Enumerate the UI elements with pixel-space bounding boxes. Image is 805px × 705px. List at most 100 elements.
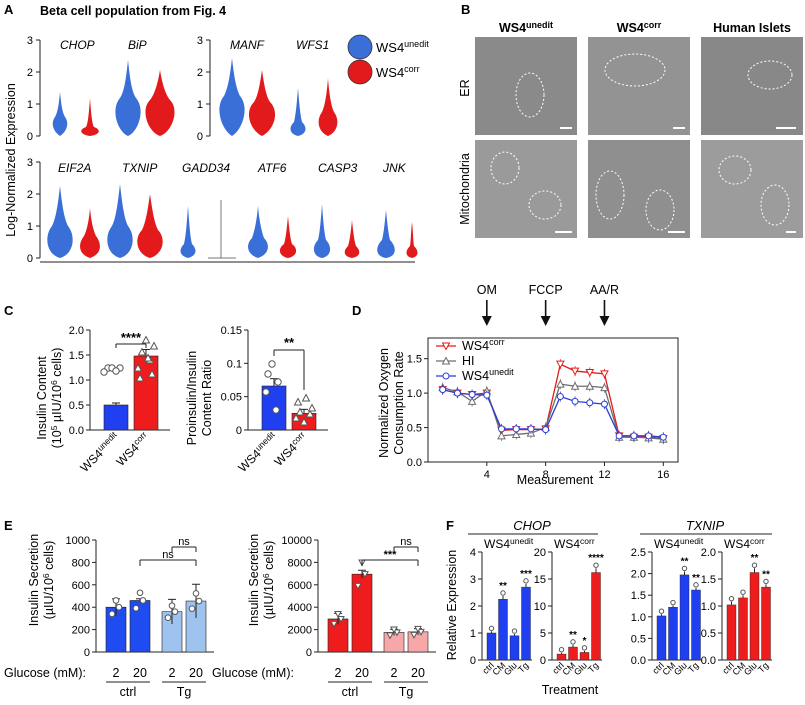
f-sub-3-pt-1 xyxy=(740,589,746,595)
c-left-pt-u-4 xyxy=(100,368,108,376)
d-pt-2-11 xyxy=(600,400,608,408)
f-sub-2-ytick-3: 1.5 xyxy=(631,590,646,602)
a-r1r-ytick-2: 2 xyxy=(197,67,203,79)
e-right-ytick-4: 8000 xyxy=(288,557,312,569)
d-pt-2-8 xyxy=(556,393,564,401)
c-left-pt-c-0 xyxy=(133,363,143,372)
panel-letter-e: E xyxy=(4,518,13,533)
d-xtick-0: 4 xyxy=(484,469,490,481)
d-pt-2-13 xyxy=(630,432,638,440)
f-sub-0-ytick-4: 4 xyxy=(470,547,476,559)
e-left-pt-3-1 xyxy=(195,597,203,605)
e-right-pt-1-0 xyxy=(354,582,362,590)
e-left-pt-2-2 xyxy=(168,602,176,609)
violin-bip-unedit xyxy=(115,60,141,136)
c-left-significance: **** xyxy=(121,330,142,345)
f-sub-0-bar-1 xyxy=(498,599,508,661)
f-sub-1-sig-3: **** xyxy=(588,553,604,564)
c-right-pt-c-0 xyxy=(293,397,303,406)
d-pt-0-8 xyxy=(556,360,565,369)
f-sub-0-pt-1 xyxy=(500,590,506,596)
c-right-ylabel-1: Proinsulin/Insulin xyxy=(185,351,199,446)
c-right-pt-u-2 xyxy=(274,378,282,386)
f-sub-1-ytick-1: 5 xyxy=(540,628,546,640)
panel-letter-b: B xyxy=(461,2,470,17)
d-pt-1-10 xyxy=(585,381,595,390)
em-image-islets-mito xyxy=(701,140,803,238)
f-sub-3-bar-0 xyxy=(726,604,737,661)
f-sub-3-bar-3 xyxy=(761,586,771,661)
d-line-0 xyxy=(442,363,664,440)
f-sub-0-pt-0 xyxy=(488,625,495,632)
f-sub-2-bar-3 xyxy=(691,589,701,661)
f-sub-3-ytick-3: 1.5 xyxy=(701,574,716,586)
d-pt-2-1 xyxy=(453,389,461,397)
c-left-pt-c-5 xyxy=(135,373,145,382)
d-pt-2-2 xyxy=(468,390,476,398)
f-sub-2-title: WS4unedit xyxy=(654,536,704,551)
e-right-ytick-5: 10000 xyxy=(281,535,312,547)
f-sub-2-pt-1 xyxy=(670,599,676,606)
d-pt-1-4 xyxy=(497,431,506,440)
e-left-ytick-5: 1000 xyxy=(66,535,90,547)
e-left-glucose-label: Glucose (mM): xyxy=(4,666,86,680)
e-right-bar-1 xyxy=(351,573,373,653)
legend-corr-swatch xyxy=(347,59,373,85)
violin-eif2a-corr xyxy=(80,208,100,258)
f-sub-1-bar-0 xyxy=(556,653,567,661)
e-right-pt-0-0 xyxy=(330,620,338,628)
e-right-dose-0: 2 xyxy=(335,666,342,680)
f-sub-3-pt-0 xyxy=(728,595,735,602)
f-sub-3-ytick-4: 2.0 xyxy=(701,547,716,559)
f-sub-1-pt-3 xyxy=(593,562,599,568)
c-left-ytick-3: 1.5 xyxy=(69,350,84,362)
c-right-pt-c-1 xyxy=(301,393,311,402)
em-image-ws4unedit-er xyxy=(475,37,577,135)
gene-label-chop: CHOP xyxy=(60,38,95,52)
violin-wfs1-unedit xyxy=(290,88,306,136)
violin-manf-corr xyxy=(248,70,276,136)
c-right-pt-u-4 xyxy=(272,406,280,414)
d-arrow-head-2 xyxy=(599,316,610,326)
d-legend-label-0: WS4corr xyxy=(462,337,505,353)
f-sub-2-ytick-0: 0.0 xyxy=(631,655,646,667)
e-left-pt-2-0 xyxy=(164,614,172,622)
f-sub-2-sig-3: ** xyxy=(692,573,700,584)
d-pt-2-3 xyxy=(483,391,491,399)
d-line-1 xyxy=(442,383,664,440)
a-r2-ytick-2: 2 xyxy=(27,189,33,201)
f-sub-3-bar-1 xyxy=(738,597,748,661)
d-ylabel-1: Normalized Oxygen xyxy=(377,348,391,458)
f-sub-2-pt-0 xyxy=(658,608,665,614)
d-xtick-1: 8 xyxy=(543,469,549,481)
f-sub-0-ytick-3: 3 xyxy=(470,574,476,586)
d-pt-2-14 xyxy=(645,432,653,440)
f-sub-1-sig-1: ** xyxy=(569,630,577,641)
e-left-pt-0-1 xyxy=(115,603,123,611)
e-left-dose-0: 2 xyxy=(113,666,120,680)
e-right-ylabel-2: (µIU/106 cells) xyxy=(261,541,276,620)
legend-unedit-swatch xyxy=(347,34,373,60)
e-left-ytick-4: 800 xyxy=(72,557,90,569)
e-left-ytick-0: 0 xyxy=(84,647,90,659)
f-sub-3-ytick-0: 0.0 xyxy=(701,655,716,667)
panel-b-col-unedit: WS4unedit xyxy=(499,20,553,35)
panel-b-col-islets: Human Islets xyxy=(713,21,791,35)
e-right-group-1: Tg xyxy=(399,685,414,699)
violin-chop-corr xyxy=(81,98,99,136)
panel-e: Insulin Secretion (µIU/106 cells) Insuli… xyxy=(4,534,436,699)
c-left-pt-c-4 xyxy=(141,335,151,344)
e-right-pt-0-1 xyxy=(337,615,345,624)
panel-d: Normalized Oxygen Consumption Rate Measu… xyxy=(377,283,679,487)
e-left-pt-0-0 xyxy=(108,610,116,618)
f-sub-2-ytick-5: 2.5 xyxy=(631,547,646,559)
e-right-dose-2: 2 xyxy=(391,666,398,680)
d-arrow-label-1: FCCP xyxy=(529,283,563,297)
f-sub-3-title: WS4corr xyxy=(724,536,765,551)
d-ytick-1: 0.5 xyxy=(407,423,422,435)
panel-b-column-headers: WS4unedit WS4corr Human Islets xyxy=(499,20,791,35)
c-left-ylabel-1: Insulin Content xyxy=(35,356,49,440)
c-left-ytick-1: 0.5 xyxy=(69,400,84,412)
em-image-ws4unedit-mito xyxy=(475,140,577,238)
